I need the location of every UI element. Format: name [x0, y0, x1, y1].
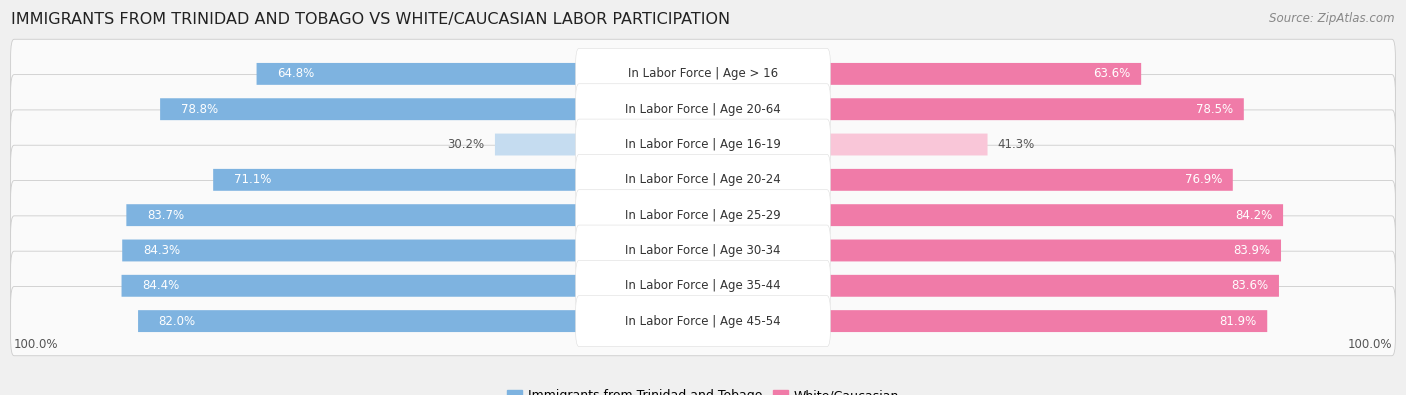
- FancyBboxPatch shape: [575, 154, 831, 205]
- Text: 84.2%: 84.2%: [1236, 209, 1272, 222]
- Text: 84.3%: 84.3%: [143, 244, 180, 257]
- Text: In Labor Force | Age > 16: In Labor Force | Age > 16: [628, 68, 778, 81]
- Text: 78.8%: 78.8%: [181, 103, 218, 116]
- Text: 63.6%: 63.6%: [1094, 68, 1130, 81]
- Text: Source: ZipAtlas.com: Source: ZipAtlas.com: [1270, 12, 1395, 25]
- Text: In Labor Force | Age 25-29: In Labor Force | Age 25-29: [626, 209, 780, 222]
- Text: IMMIGRANTS FROM TRINIDAD AND TOBAGO VS WHITE/CAUCASIAN LABOR PARTICIPATION: IMMIGRANTS FROM TRINIDAD AND TOBAGO VS W…: [11, 12, 730, 27]
- FancyBboxPatch shape: [160, 98, 703, 120]
- Text: In Labor Force | Age 20-64: In Labor Force | Age 20-64: [626, 103, 780, 116]
- Text: In Labor Force | Age 30-34: In Labor Force | Age 30-34: [626, 244, 780, 257]
- FancyBboxPatch shape: [214, 169, 703, 191]
- Text: 76.9%: 76.9%: [1185, 173, 1222, 186]
- FancyBboxPatch shape: [11, 216, 1395, 285]
- FancyBboxPatch shape: [11, 286, 1395, 356]
- Text: 100.0%: 100.0%: [1347, 338, 1392, 351]
- FancyBboxPatch shape: [256, 63, 703, 85]
- Text: In Labor Force | Age 45-54: In Labor Force | Age 45-54: [626, 314, 780, 327]
- FancyBboxPatch shape: [703, 239, 1281, 261]
- Text: 83.9%: 83.9%: [1233, 244, 1271, 257]
- Text: In Labor Force | Age 16-19: In Labor Force | Age 16-19: [626, 138, 780, 151]
- FancyBboxPatch shape: [575, 49, 831, 99]
- Text: 83.6%: 83.6%: [1232, 279, 1268, 292]
- FancyBboxPatch shape: [575, 119, 831, 170]
- FancyBboxPatch shape: [575, 296, 831, 346]
- FancyBboxPatch shape: [703, 204, 1284, 226]
- FancyBboxPatch shape: [122, 239, 703, 261]
- FancyBboxPatch shape: [138, 310, 703, 332]
- Text: 64.8%: 64.8%: [277, 68, 315, 81]
- FancyBboxPatch shape: [11, 110, 1395, 179]
- FancyBboxPatch shape: [495, 134, 703, 156]
- FancyBboxPatch shape: [703, 169, 1233, 191]
- FancyBboxPatch shape: [703, 275, 1279, 297]
- FancyBboxPatch shape: [575, 84, 831, 135]
- Text: 30.2%: 30.2%: [447, 138, 485, 151]
- FancyBboxPatch shape: [575, 260, 831, 311]
- Text: 41.3%: 41.3%: [998, 138, 1035, 151]
- FancyBboxPatch shape: [11, 251, 1395, 320]
- FancyBboxPatch shape: [703, 310, 1267, 332]
- Legend: Immigrants from Trinidad and Tobago, White/Caucasian: Immigrants from Trinidad and Tobago, Whi…: [502, 384, 904, 395]
- FancyBboxPatch shape: [703, 134, 987, 156]
- FancyBboxPatch shape: [703, 98, 1244, 120]
- FancyBboxPatch shape: [11, 181, 1395, 250]
- FancyBboxPatch shape: [11, 145, 1395, 214]
- Text: 71.1%: 71.1%: [233, 173, 271, 186]
- Text: 84.4%: 84.4%: [142, 279, 180, 292]
- FancyBboxPatch shape: [127, 204, 703, 226]
- Text: 100.0%: 100.0%: [14, 338, 59, 351]
- FancyBboxPatch shape: [703, 63, 1142, 85]
- Text: In Labor Force | Age 35-44: In Labor Force | Age 35-44: [626, 279, 780, 292]
- Text: 81.9%: 81.9%: [1219, 314, 1257, 327]
- FancyBboxPatch shape: [11, 39, 1395, 109]
- Text: In Labor Force | Age 20-24: In Labor Force | Age 20-24: [626, 173, 780, 186]
- Text: 78.5%: 78.5%: [1197, 103, 1233, 116]
- FancyBboxPatch shape: [11, 75, 1395, 144]
- Text: 82.0%: 82.0%: [159, 314, 195, 327]
- FancyBboxPatch shape: [121, 275, 703, 297]
- FancyBboxPatch shape: [575, 190, 831, 241]
- Text: 83.7%: 83.7%: [148, 209, 184, 222]
- FancyBboxPatch shape: [575, 225, 831, 276]
